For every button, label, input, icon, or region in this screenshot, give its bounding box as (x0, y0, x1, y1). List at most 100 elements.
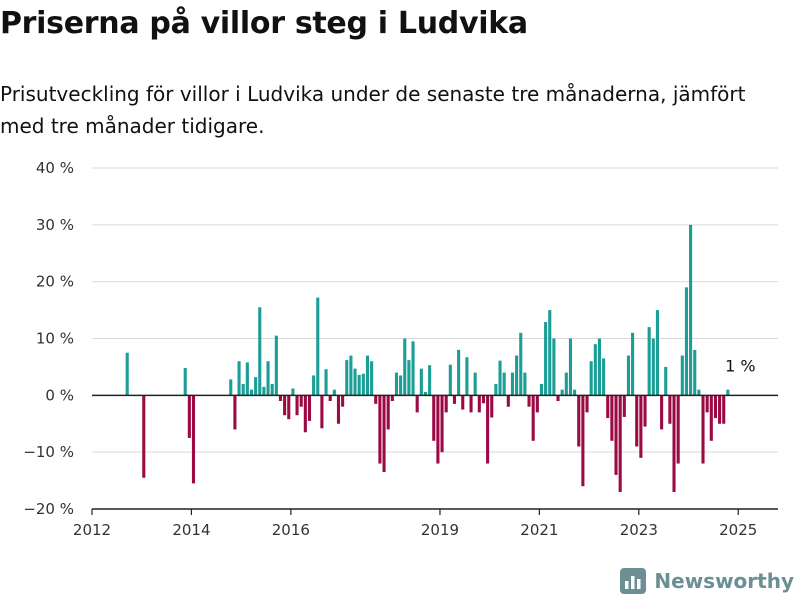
brand-name: Newsworthy (654, 569, 794, 593)
y-tick-label: 0 % (45, 386, 74, 404)
bar (676, 395, 680, 464)
bar (452, 395, 457, 404)
bar (262, 386, 266, 396)
bar (614, 395, 618, 475)
x-tick-label: 2014 (172, 521, 210, 539)
bar (718, 395, 722, 424)
bar (357, 374, 361, 396)
y-tick-label: −10 % (23, 443, 74, 461)
bar (299, 395, 303, 407)
bar (428, 365, 432, 396)
bar (407, 360, 411, 396)
bar (436, 395, 440, 464)
bar (390, 395, 394, 402)
bar (486, 395, 490, 464)
bar (548, 310, 552, 396)
gridlines (92, 167, 778, 453)
bar (660, 395, 664, 430)
bar (539, 383, 544, 396)
bar (668, 395, 672, 424)
bar (705, 395, 709, 413)
bar (531, 395, 535, 441)
bar (187, 395, 191, 438)
bar (229, 379, 233, 396)
bar (254, 377, 258, 396)
bar (191, 395, 196, 484)
bar (560, 389, 564, 396)
bar (287, 395, 291, 420)
bar (651, 338, 655, 396)
bar (249, 389, 254, 396)
bar (399, 375, 403, 396)
bar (618, 395, 622, 492)
bar (622, 395, 626, 417)
bar (461, 395, 465, 410)
x-tick-label: 2023 (620, 521, 658, 539)
bar (523, 372, 527, 396)
bar (697, 389, 701, 396)
bar (626, 355, 631, 396)
bar (709, 395, 713, 441)
bar (448, 364, 452, 396)
chart-subtitle: Prisutveckling för villor i Ludvika unde… (0, 82, 746, 138)
bar (597, 338, 602, 396)
bar (283, 395, 287, 416)
bar (684, 287, 688, 396)
chart-title: Priserna på villor steg i Ludvika (0, 6, 528, 41)
bar (349, 355, 353, 396)
bar (643, 395, 647, 427)
x-tick-label: 2016 (272, 521, 310, 539)
bar (573, 389, 577, 396)
bar (581, 395, 585, 487)
bar (519, 332, 523, 396)
bar (382, 395, 386, 473)
bar (544, 322, 548, 396)
bar (701, 395, 705, 464)
bar (457, 349, 461, 396)
bar (585, 395, 589, 413)
x-tick-label: 2012 (73, 521, 111, 539)
bar (444, 395, 448, 413)
bar (506, 395, 510, 407)
bar (241, 383, 245, 396)
bar (233, 395, 237, 430)
bar (610, 395, 614, 441)
bar (606, 395, 610, 419)
x-tick-label: 2019 (421, 521, 459, 539)
bar (647, 327, 651, 396)
bar (423, 391, 428, 396)
bar (291, 388, 295, 396)
bar (258, 307, 262, 396)
bar (345, 360, 349, 396)
bar (432, 395, 436, 441)
bar (365, 355, 370, 396)
bar (266, 361, 270, 396)
bar (655, 310, 659, 396)
newsworthy-logo-icon (620, 568, 647, 594)
bar (477, 395, 481, 413)
bar (183, 368, 187, 396)
bar (535, 395, 539, 413)
axes (91, 394, 778, 515)
bar (672, 395, 676, 492)
bar (370, 361, 374, 396)
bar (589, 361, 593, 396)
bar (316, 297, 320, 396)
bar (361, 373, 365, 396)
bar (341, 395, 345, 407)
bar (328, 395, 332, 402)
bar (274, 335, 278, 396)
bar (490, 395, 494, 418)
bar (278, 395, 283, 402)
x-tick-label: 2021 (520, 521, 558, 539)
bar (593, 344, 597, 396)
bar (142, 395, 146, 478)
bars (125, 224, 730, 492)
brand-logo: Newsworthy (620, 568, 794, 594)
bar (552, 338, 556, 396)
y-tick-label: 30 % (36, 216, 74, 234)
y-tick-label: 20 % (36, 273, 74, 291)
bar (469, 395, 473, 413)
bar (336, 395, 341, 424)
bar (394, 372, 399, 396)
